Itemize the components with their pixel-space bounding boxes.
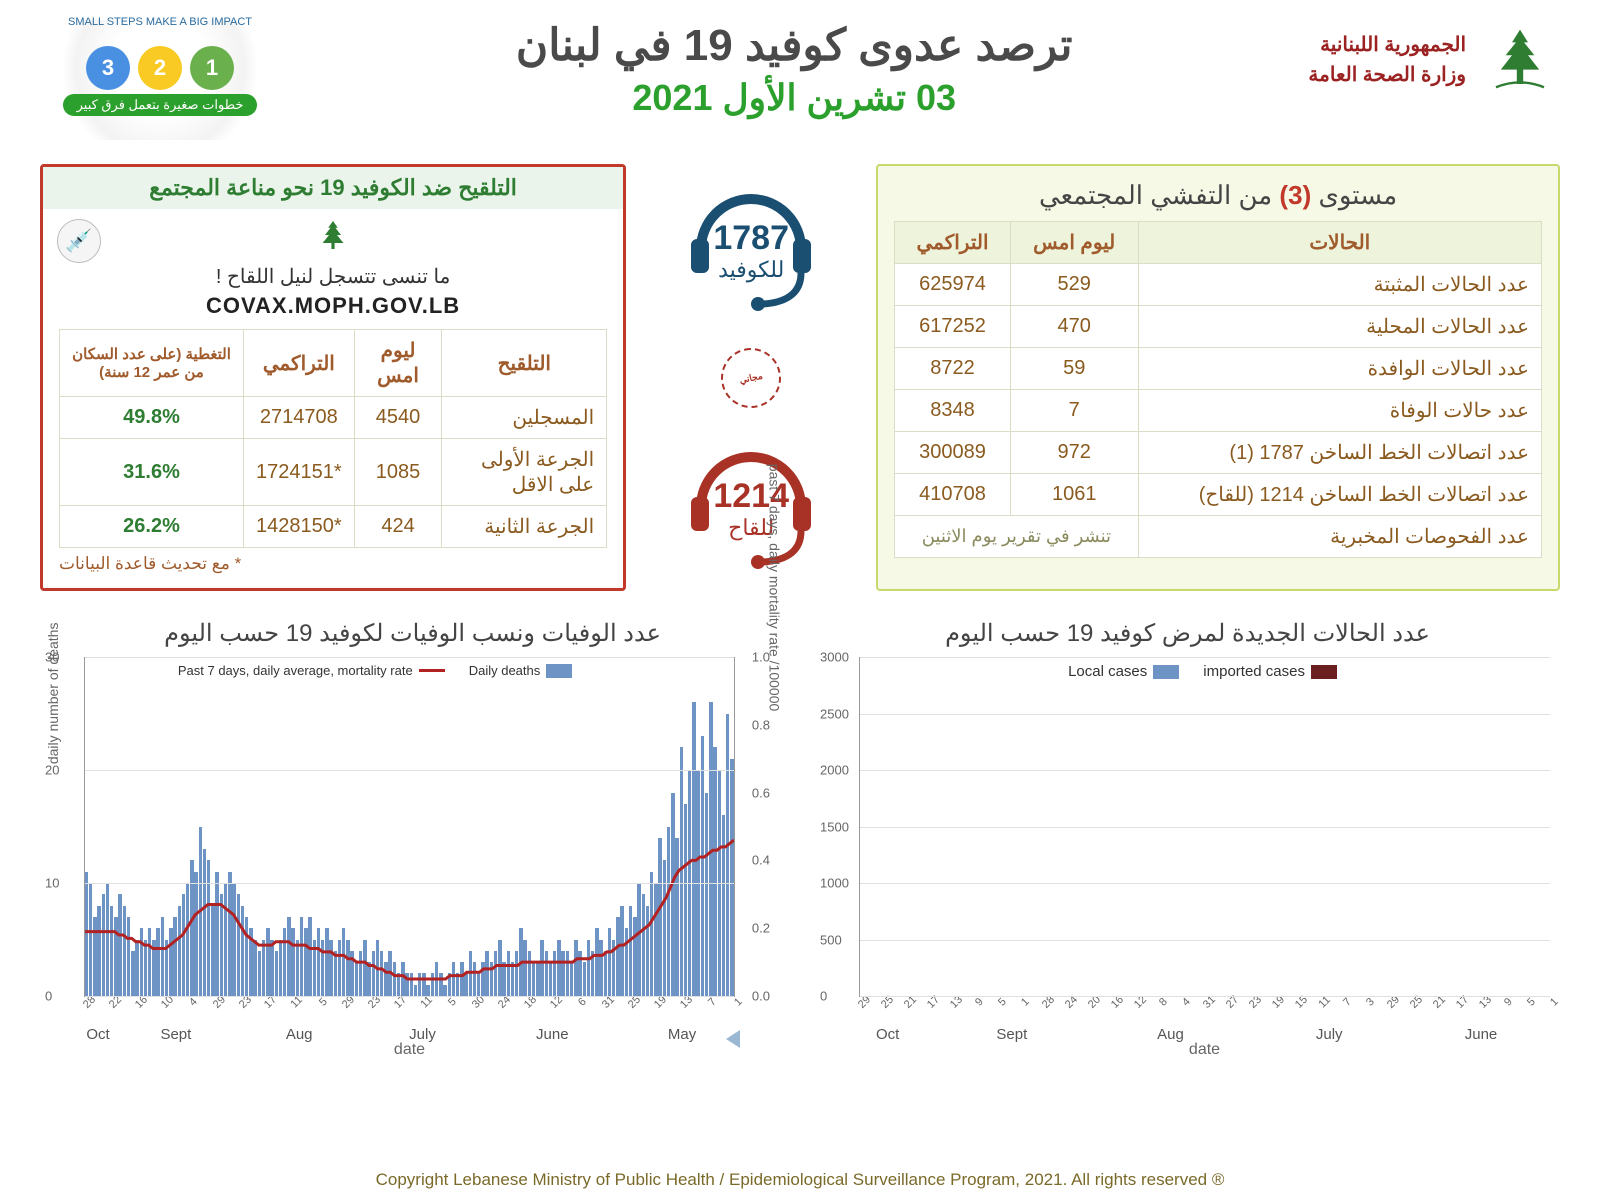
cases-col: التراكمي [895,222,1011,264]
report-date: 03 تشرين الأول 2021 [280,77,1308,119]
ministry-label: وزارة الصحة العامة [1308,60,1466,90]
deaths-chart: عدد الوفيات ونسب الوفيات لكوفيد 19 حسب ا… [40,619,785,1059]
deaths-legend: Daily deathsPast 7 days, daily average, … [172,661,578,680]
table-row: عدد الحالات المثبتة529625974 [895,264,1542,306]
cedar-logo-icon [1480,20,1560,100]
hotline-covid-number: 1787 [676,219,826,258]
republic-label: الجمهورية اللبنانية [1308,30,1466,60]
play-marker-icon [726,1030,740,1048]
page-title: ترصد عدوى كوفيد 19 في لبنان [280,20,1308,71]
header: الجمهورية اللبنانية وزارة الصحة العامة ت… [40,20,1560,140]
campaign-badge: SMALL STEPS MAKE A BIG IMPACT 1 2 3 خطوا… [40,20,280,140]
step-2-icon: 2 [138,46,182,90]
vac-col: التراكمي [244,330,355,397]
free-stamp-icon: مجاني [716,342,787,413]
vac-col: التلقيح [442,330,607,397]
vac-col: التغطية (على عدد السكان من عمر 12 سنة) [60,330,244,397]
campaign-ar: خطوات صغيرة بتعمل فرق كبير [63,94,258,116]
deaths-chart-title: عدد الوفيات ونسب الوفيات لكوفيد 19 حسب ا… [40,619,785,649]
syringe-icon: 💉 [57,219,101,263]
table-row: عدد حالات الوفاة78348 [895,390,1542,432]
cases-col: الحالات [1138,222,1541,264]
copyright: ® Copyright Lebanese Ministry of Public … [0,1170,1600,1190]
cases-chart: عدد الحالات الجديدة لمرض كوفيد 19 حسب ال… [815,619,1560,1059]
table-row: عدد الحالات الوافدة598722 [895,348,1542,390]
deaths-ylabel: daily number of deaths [45,622,61,764]
vac-panel-title: التلقيح ضد الكوفيد 19 نحو مناعة المجتمع [43,167,623,209]
cases-legend: imported casesLocal cases [1062,661,1343,682]
register-url[interactable]: COVAX.MOPH.GOV.LB [59,293,607,319]
vac-col: ليوم امس [354,330,442,397]
vac-footnote: * مع تحديث قاعدة البيانات [59,554,607,574]
cases-panel: مستوى (3) من التفشي المجتمعي الحالاتليوم… [876,164,1560,591]
hotlines: 1787 للكوفيد مجاني 1214 للقاح [646,164,856,591]
hotline-vac-label: للقاح [676,515,826,541]
campaign-en: SMALL STEPS MAKE A BIG IMPACT [40,16,280,28]
cedar-logo-small-icon [313,215,353,255]
hotline-vac-number: 1214 [676,477,826,516]
cases-chart-title: عدد الحالات الجديدة لمرض كوفيد 19 حسب ال… [815,619,1560,649]
hotline-vaccine: 1214 للقاح [676,437,826,577]
cases-col: ليوم امس [1010,222,1138,264]
cases-table: الحالاتليوم امسالتراكمي عدد الحالات المث… [894,221,1542,558]
table-row: الجرعة الأولى على الاقل10851724151*31.6% [60,439,607,506]
hotline-covid: 1787 للكوفيد [676,179,826,319]
cases-panel-title: مستوى (3) من التفشي المجتمعي [894,180,1542,211]
table-row: الجرعة الثانية4241428150*26.2% [60,506,607,548]
table-row: عدد اتصالات الخط الساخن 1787 (1)97230008… [895,432,1542,474]
register-text: ما تنسى تتسجل لنيل اللقاح ! [59,264,607,289]
deaths-y2label: past 7 days, daily mortality rate /10000… [766,463,782,710]
vaccination-table: التلقيحليوم امسالتراكميالتغطية (على عدد … [59,329,607,548]
step-3-icon: 3 [86,46,130,90]
table-row: المسجلين4540271470849.8% [60,397,607,439]
table-row: عدد الحالات المحلية470617252 [895,306,1542,348]
table-row: عدد اتصالات الخط الساخن 1214 (للقاح)1061… [895,474,1542,516]
hotline-covid-label: للكوفيد [676,257,826,283]
ministry-block: الجمهورية اللبنانية وزارة الصحة العامة [1308,20,1560,100]
step-1-icon: 1 [190,46,234,90]
table-row: عدد الفحوصات المخبريةتنشر في تقرير يوم ا… [895,516,1542,558]
vaccination-panel: التلقيح ضد الكوفيد 19 نحو مناعة المجتمع … [40,164,626,591]
